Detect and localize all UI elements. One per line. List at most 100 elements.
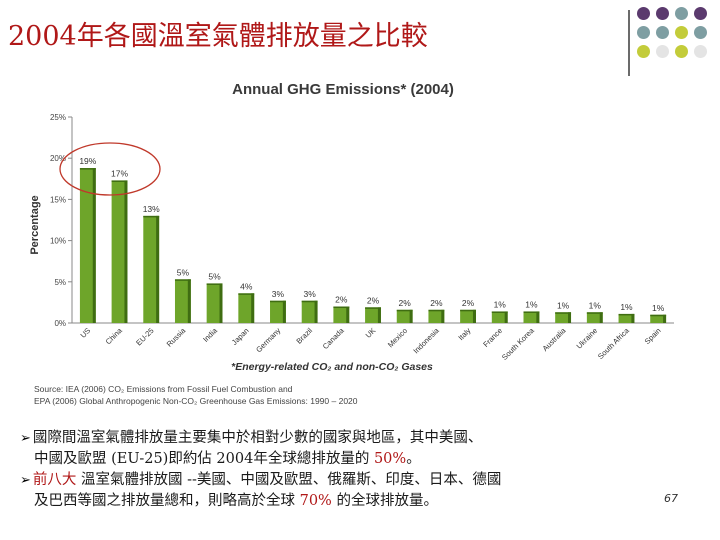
category-tick-label: China bbox=[104, 325, 125, 346]
bar bbox=[206, 283, 223, 323]
category-tick-label: India bbox=[201, 325, 219, 343]
bar-group bbox=[301, 300, 318, 323]
bar bbox=[396, 309, 413, 323]
bar-group bbox=[333, 306, 350, 323]
bar-data-label: 1% bbox=[589, 300, 602, 310]
bar-data-label: 3% bbox=[272, 289, 285, 299]
decorative-dot bbox=[694, 26, 707, 39]
bar-shade bbox=[504, 311, 508, 323]
bar-shade bbox=[472, 309, 476, 323]
category-tick-label: Italy bbox=[456, 326, 472, 342]
bar-group bbox=[650, 314, 667, 323]
bar-shade bbox=[409, 309, 413, 323]
bar bbox=[301, 300, 318, 323]
bar-top-edge bbox=[238, 293, 255, 295]
bar bbox=[365, 307, 381, 323]
decorative-dot bbox=[675, 7, 688, 20]
y-tick-label: 15% bbox=[50, 195, 66, 204]
decorative-dot bbox=[637, 7, 650, 20]
decorative-dot bbox=[656, 45, 669, 58]
category-tick-label: South Korea bbox=[500, 325, 536, 361]
y-tick-label: 10% bbox=[50, 237, 66, 246]
y-tick-label: 5% bbox=[54, 278, 66, 287]
bar-top-edge bbox=[301, 300, 318, 303]
category-tick-label: South Africa bbox=[596, 325, 632, 361]
bar-group bbox=[396, 309, 413, 323]
category-tick-label: Australia bbox=[541, 325, 569, 353]
bullet-highlight-text: 70% bbox=[299, 493, 332, 509]
category-tick-label: Brazil bbox=[294, 326, 314, 346]
bar-top-edge bbox=[111, 180, 128, 182]
bar-top-edge bbox=[650, 314, 667, 317]
chart-title: Annual GHG Emissions* (2004) bbox=[232, 81, 454, 98]
chart-note: *Energy-related CO₂ and non-CO₂ Gases bbox=[231, 361, 433, 373]
bar-top-edge bbox=[491, 311, 508, 313]
bar-data-label: 5% bbox=[208, 271, 221, 281]
ghg-emissions-chart: Annual GHG Emissions* (2004) Percentage … bbox=[29, 81, 674, 406]
bar bbox=[555, 312, 572, 323]
bar bbox=[491, 311, 508, 323]
top-three-highlight-circle bbox=[59, 142, 161, 196]
bar-data-label: 2% bbox=[367, 295, 380, 305]
bar-group bbox=[206, 283, 223, 323]
bar-group bbox=[555, 312, 572, 323]
bar bbox=[79, 168, 96, 323]
slide-title: 2004年各國溫室氣體排放量之比較 bbox=[8, 21, 428, 52]
bullet-highlight-text: 前八大 bbox=[32, 472, 77, 488]
bar-shade bbox=[156, 215, 160, 323]
bar bbox=[586, 312, 603, 323]
bar-shade bbox=[441, 309, 445, 323]
bar-shade bbox=[599, 312, 603, 323]
bar bbox=[650, 314, 667, 323]
bar-shade bbox=[219, 283, 223, 323]
bar bbox=[143, 215, 160, 323]
decorative-dot-grid bbox=[637, 7, 715, 81]
bullet-text: 的全球排放量。 bbox=[331, 493, 438, 509]
bar-group bbox=[586, 312, 603, 323]
bar-data-label: 19% bbox=[79, 156, 96, 166]
bar-shade bbox=[187, 279, 191, 323]
bar-group bbox=[428, 309, 445, 323]
arrow-bullet-icon: ➢ bbox=[20, 473, 31, 488]
bar-top-edge bbox=[206, 283, 223, 285]
bar bbox=[428, 309, 445, 323]
bar-top-edge bbox=[174, 279, 191, 281]
bar-top-edge bbox=[79, 168, 96, 170]
bar-shade bbox=[346, 306, 350, 323]
bar-data-label: 13% bbox=[143, 204, 160, 214]
bar-top-edge bbox=[555, 312, 572, 314]
bullet-line: 中國及歐盟 (EU-25)即約佔 2004年全球總排放量的 50%。 bbox=[20, 449, 660, 470]
bar-group bbox=[270, 300, 286, 323]
bar-data-label: 2% bbox=[399, 298, 412, 308]
page-number: 67 bbox=[664, 492, 678, 505]
bar bbox=[111, 180, 128, 323]
bar bbox=[174, 279, 191, 323]
bar-top-edge bbox=[143, 215, 160, 218]
bullet-text: 溫室氣體排放國 --美國、中國及歐盟、俄羅斯、印度、日本、德國 bbox=[76, 472, 502, 488]
category-tick-label: EU-25 bbox=[134, 326, 155, 347]
bar-data-label: 1% bbox=[652, 303, 665, 313]
bar-group bbox=[143, 215, 160, 323]
bar-group bbox=[460, 309, 476, 323]
bar-shade bbox=[568, 312, 572, 323]
chart-source-line-2: EPA (2006) Global Anthropogenic Non-CO₂ … bbox=[34, 396, 358, 406]
bar-top-edge bbox=[396, 309, 413, 312]
category-tick-label: Indonesia bbox=[411, 325, 441, 355]
decorative-dot bbox=[694, 45, 707, 58]
arrow-bullet-icon: ➢ bbox=[20, 431, 31, 446]
y-axis-label: Percentage bbox=[29, 195, 41, 254]
bar-data-label: 5% bbox=[177, 267, 190, 277]
bar-shade bbox=[631, 313, 635, 323]
bullet-text: 。 bbox=[406, 451, 421, 467]
bar-shade bbox=[92, 168, 96, 323]
bar-group bbox=[491, 311, 508, 323]
bar-top-edge bbox=[618, 313, 635, 316]
bar-group bbox=[365, 307, 381, 323]
bar bbox=[618, 313, 635, 323]
bullet-text: 及巴西等國之排放量總和，則略高於全球 bbox=[34, 493, 300, 509]
y-tick-label: 25% bbox=[50, 113, 66, 122]
bar-shade bbox=[663, 314, 667, 323]
bar bbox=[523, 311, 540, 323]
category-tick-label: Spain bbox=[643, 326, 663, 346]
y-tick-label: 20% bbox=[50, 154, 66, 163]
